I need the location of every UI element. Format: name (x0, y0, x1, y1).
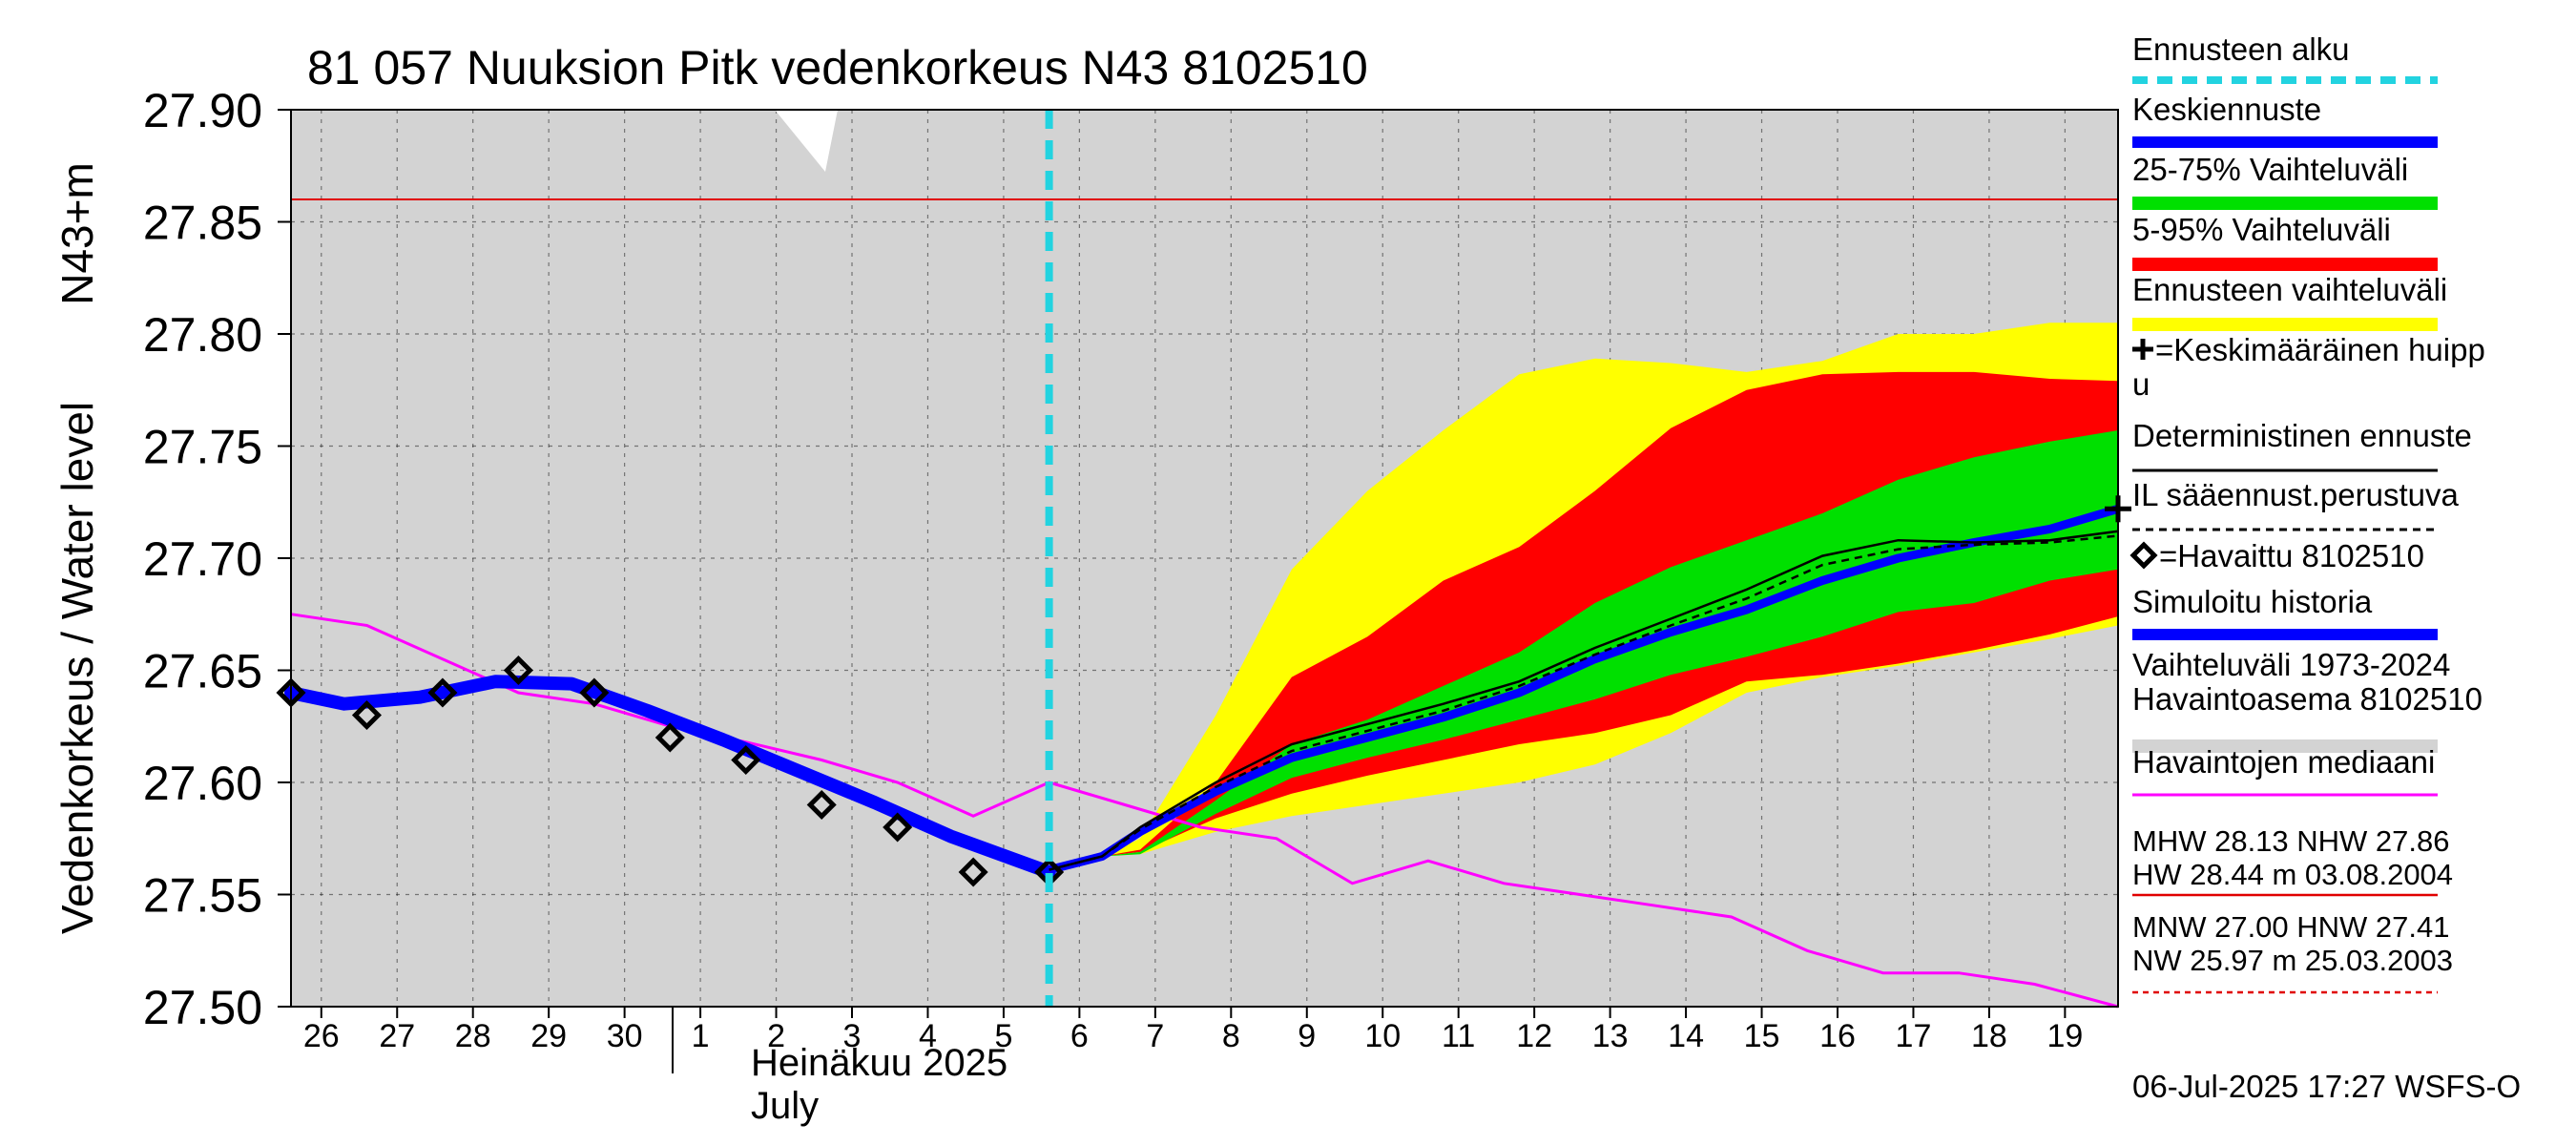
x-tick-label-10: 6 (1070, 1018, 1089, 1054)
forecast-bands (1102, 323, 2118, 857)
x-tick-label-2: 28 (455, 1018, 491, 1054)
observed-point-3 (503, 655, 533, 686)
month-label-fi: Heinäkuu 2025 (751, 1042, 1008, 1084)
legend-label-4: Ennusteen vaihteluväli (2132, 272, 2447, 307)
y-tick-label-4: 27.70 (143, 532, 262, 586)
x-tick-label-21: 17 (1896, 1018, 1932, 1054)
x-tick-label-8: 4 (919, 1018, 937, 1054)
legend-label-8: =Havaittu 8102510 (2159, 538, 2424, 573)
x-tick-label-0: 26 (303, 1018, 340, 1054)
x-tick-label-22: 18 (1971, 1018, 2007, 1054)
observed-point-8 (883, 812, 913, 843)
legend-mhw-line1: MHW 28.13 NHW 27.86 (2132, 824, 2450, 858)
x-tick-label-7: 3 (843, 1018, 862, 1054)
observed-point-6 (731, 744, 761, 776)
history-notch (775, 110, 838, 172)
x-tick-label-3: 29 (530, 1018, 567, 1054)
x-tick-label-15: 11 (1442, 1018, 1475, 1054)
x-tick-label-9: 5 (994, 1018, 1012, 1054)
observed-point-1 (351, 699, 382, 731)
legend-mhw-line2: HW 28.44 m 03.08.2004 (2132, 858, 2453, 891)
y-tick-label-8: 27.90 (143, 84, 262, 137)
series-il-weather-line (1049, 534, 2119, 871)
y-tick-label-5: 27.75 (143, 421, 262, 474)
y-axis-label: Vedenkorkeus / Water level (52, 402, 102, 934)
y-axis-unit-label: N43+m (52, 162, 102, 305)
x-tick-label-14: 10 (1364, 1018, 1401, 1054)
x-tick-label-13: 9 (1298, 1018, 1316, 1054)
x-tick-label-23: 19 (2046, 1018, 2083, 1054)
legend-label-11: Havaintojen mediaani (2132, 744, 2435, 780)
y-tick-label-1: 27.55 (143, 869, 262, 923)
x-tick-label-17: 13 (1592, 1018, 1629, 1054)
legend-label-5: =Keskimääräinen huipp (2155, 332, 2485, 367)
chart-title: 81 057 Nuuksion Pitk vedenkorkeus N43 81… (307, 41, 1368, 94)
observed-point-5 (654, 722, 685, 753)
x-tick-label-6: 2 (767, 1018, 785, 1054)
observed-point-7 (806, 789, 837, 821)
legend-label-2: 25-75% Vaihteluväli (2132, 152, 2408, 187)
legend-label-3: 5-95% Vaihteluväli (2132, 212, 2391, 247)
series-mean-forecast-line (1048, 504, 2120, 874)
timestamp: 06-Jul-2025 17:27 WSFS-O (2132, 1069, 2521, 1104)
band-25-75 (1102, 430, 2118, 857)
legend: Ennusteen alku Keskiennuste 25-75% Vaihtel… (2129, 31, 2485, 994)
x-tick-label-19: 15 (1744, 1018, 1780, 1054)
legend-mnw-line2: NW 25.97 m 25.03.2003 (2132, 944, 2453, 977)
legend-label-1: Keskiennuste (2132, 92, 2321, 127)
series-simulated-history-line (284, 675, 1056, 879)
observed-point-9 (958, 857, 988, 887)
legend-label-9: Simuloitu historia (2132, 584, 2373, 619)
y-tick-label-7: 27.85 (143, 197, 262, 250)
y-tick-label-3: 27.65 (143, 645, 262, 698)
series-deterministic-line (1049, 530, 2119, 871)
x-tick-label-18: 14 (1668, 1018, 1704, 1054)
x-tick-label-20: 16 (1819, 1018, 1856, 1054)
x-tick-label-12: 8 (1222, 1018, 1240, 1054)
month-label-en: July (751, 1085, 819, 1127)
y-tick-label-6: 27.80 (143, 308, 262, 362)
y-tick-label-2: 27.60 (143, 757, 262, 810)
legend-label-10: Vaihteluväli 1973-2024 (2132, 647, 2450, 682)
x-tick-label-1: 27 (379, 1018, 415, 1054)
x-tick-label-5: 1 (692, 1018, 710, 1054)
x-tick-label-16: 12 (1516, 1018, 1552, 1054)
y-axis: 27.50 27.55 27.60 27.65 27.70 27.75 27.80 27.85… (143, 84, 291, 1034)
legend-label-0: Ennusteen alku (2132, 31, 2350, 67)
legend-mnw-line1: MNW 27.00 HNW 27.41 (2132, 910, 2450, 944)
observed-point-2 (427, 677, 458, 708)
legend-diamond (2129, 541, 2158, 570)
x-tick-label-4: 30 (607, 1018, 643, 1054)
observed-point-4 (579, 677, 610, 708)
x-tick-label-11: 7 (1146, 1018, 1164, 1054)
legend-label-10-line2: Havaintoasema 8102510 (2132, 681, 2483, 717)
legend-label-7: IL sääennust.perustuva (2132, 477, 2459, 512)
y-tick-label-0: 27.50 (143, 981, 262, 1034)
x-axis: 26 27 28 29 30 1 2 3 4 5 6 7 8 9 10 11 12 13 14 15 16 17 18 19 (303, 1007, 2083, 1054)
legend-label-5-line2: u (2132, 366, 2150, 402)
legend-label-6: Deterministinen ennuste (2132, 418, 2472, 453)
